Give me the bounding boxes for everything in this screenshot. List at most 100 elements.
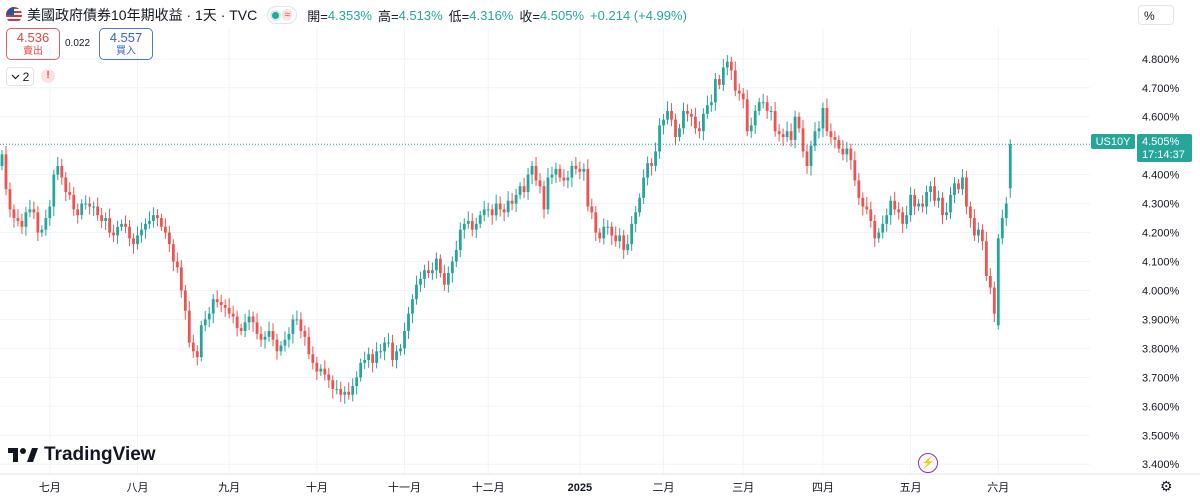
candle-body: [713, 79, 717, 103]
candle-body: [72, 194, 76, 210]
time-tick-label: 二月: [653, 482, 675, 494]
candle-body: [251, 316, 255, 323]
candle-body: [885, 215, 889, 224]
candle-body: [4, 154, 8, 190]
last-price-badges: US10Y 4.505% 17:14:37: [1091, 134, 1192, 162]
candle-body: [949, 194, 952, 213]
change-value: +0.214 (+4.99%): [590, 7, 687, 23]
sell-button[interactable]: 4.536 賣出: [6, 28, 60, 60]
candle-body: [905, 215, 909, 224]
candle-body: [618, 235, 622, 242]
candle-body: [335, 388, 339, 390]
symbol-title[interactable]: 美國政府債券10年期收益 · 1天 · TVC: [27, 7, 258, 23]
candle-body: [315, 362, 319, 372]
market-status[interactable]: ≈: [267, 6, 298, 24]
candle-body: [446, 273, 450, 285]
candle-body: [343, 391, 347, 395]
candle-body: [546, 177, 550, 210]
candle-body: [199, 325, 203, 358]
candle-body: [976, 229, 980, 236]
candle-body: [148, 220, 151, 224]
symbol-badge: [1091, 134, 1135, 149]
candle-body: [745, 99, 749, 132]
candle-body: [602, 226, 606, 239]
time-tick-label: 十月: [306, 480, 328, 494]
candle-body: [737, 90, 741, 94]
tradingview-logo[interactable]: TradingView: [8, 444, 156, 466]
candle-body: [331, 380, 335, 389]
candle-body: [438, 258, 442, 274]
candle-body: [1000, 218, 1004, 239]
candle-body: [16, 218, 20, 221]
candle-body: [8, 189, 12, 210]
candle-body: [518, 186, 522, 195]
price-tick-label: 4.300%: [1142, 199, 1180, 211]
candle-body: [56, 165, 60, 175]
candle-body: [152, 215, 155, 221]
candle-body: [387, 342, 390, 344]
candle-body: [454, 249, 458, 262]
candle-body: [817, 128, 821, 132]
percent-scale-button[interactable]: %: [1138, 5, 1174, 25]
candle-body: [287, 333, 291, 340]
candle-body: [319, 368, 323, 372]
candle-body: [383, 342, 386, 352]
candle-body: [203, 319, 207, 326]
warning-icon[interactable]: !: [41, 69, 55, 83]
market-open-dot-icon: [272, 11, 280, 19]
buy-button[interactable]: 4.557 買入: [99, 28, 153, 60]
candle-body: [598, 232, 602, 239]
candle-body: [562, 177, 566, 181]
candle-body: [179, 267, 183, 291]
open-value: 4.353%: [327, 7, 372, 23]
price-tick-label: 4.600%: [1142, 112, 1180, 124]
candle-body: [243, 322, 247, 332]
candle-body: [498, 203, 502, 210]
legend: 美國政府債券10年期收益 · 1天 · TVC ≈ 開= 4.353% 高= 4.5…: [6, 5, 687, 25]
candle-body: [869, 209, 873, 221]
candle-body: [96, 206, 100, 216]
candle-body: [44, 218, 48, 230]
candle-body: [909, 194, 913, 216]
candle-body: [733, 70, 737, 91]
time-tick-label: 2025: [568, 482, 592, 494]
candle-body: [303, 331, 307, 337]
settings-gear-icon[interactable]: ⚙: [1160, 478, 1173, 494]
candle-body: [941, 197, 944, 216]
candle-body: [937, 197, 940, 201]
candle-body: [837, 139, 841, 149]
candle-body: [578, 168, 582, 172]
low-label: 低=: [448, 8, 470, 24]
candle-body: [227, 307, 231, 314]
lightning-icon[interactable]: ⚡: [918, 453, 938, 473]
studies-toggle[interactable]: 2: [6, 67, 34, 86]
candle-body: [12, 209, 16, 219]
candle-body: [375, 351, 379, 363]
candle-body: [654, 151, 657, 166]
candle-body: [638, 197, 642, 213]
candle-body: [570, 165, 574, 178]
candle-body: [510, 200, 514, 204]
candle-body: [582, 168, 586, 172]
candle-body: [124, 223, 127, 227]
candle-body: [634, 212, 638, 224]
candle-body: [275, 339, 279, 352]
candle-body: [407, 313, 410, 332]
candle-body: [666, 110, 669, 120]
candle-body: [805, 151, 809, 166]
candle-body: [789, 131, 793, 140]
candle-body: [255, 322, 259, 334]
time-tick-label: 六月: [987, 481, 1009, 494]
candle-body: [431, 270, 434, 274]
candle-body: [984, 241, 988, 276]
candle-body: [913, 194, 917, 207]
price-tick-label: 4.800%: [1142, 54, 1180, 66]
candle-body: [239, 328, 243, 332]
candle-body: [921, 203, 924, 207]
candle-body: [606, 226, 610, 228]
candle-body: [662, 119, 665, 126]
data-delay-icon: ≈: [282, 9, 293, 21]
candle-body: [88, 203, 92, 207]
price-tick-label: 4.100%: [1142, 257, 1180, 269]
